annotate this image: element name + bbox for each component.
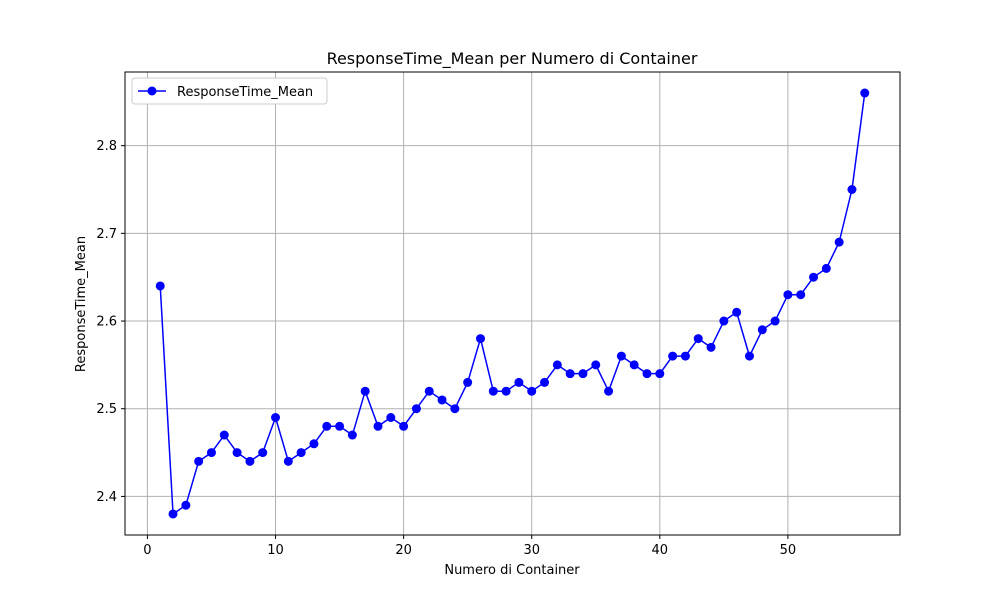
data-point (206, 448, 216, 458)
data-point (258, 448, 268, 458)
data-point (527, 386, 537, 396)
data-point (668, 351, 678, 361)
data-point (219, 430, 229, 440)
data-point (860, 88, 870, 98)
data-point (514, 377, 524, 387)
chart-title: ResponseTime_Mean per Numero di Containe… (327, 49, 698, 69)
data-point (655, 369, 665, 379)
x-tick-label: 50 (780, 543, 797, 558)
data-point (450, 404, 460, 414)
y-tick-label: 2.4 (96, 490, 117, 505)
data-point (309, 439, 319, 449)
data-point (552, 360, 562, 370)
data-point (181, 500, 191, 510)
data-point (847, 185, 857, 194)
data-point (373, 421, 383, 431)
data-point (271, 413, 281, 422)
y-tick-label: 2.5 (96, 402, 117, 417)
plot-frame (124, 71, 901, 536)
x-tick-label: 20 (395, 543, 412, 558)
grid-lines (125, 72, 900, 535)
data-point (322, 421, 332, 431)
data-point (693, 334, 703, 344)
y-tick-label: 2.8 (96, 139, 117, 154)
data-point (604, 386, 614, 396)
data-point (757, 325, 767, 335)
series-layer (155, 88, 870, 519)
data-point (296, 448, 306, 458)
data-point (168, 509, 178, 519)
data-point (360, 386, 370, 396)
data-point (335, 421, 345, 431)
data-point (770, 316, 780, 326)
legend-marker-swatch (147, 86, 157, 96)
data-point (565, 369, 575, 379)
x-tick-label: 40 (652, 543, 669, 558)
data-point (245, 456, 255, 466)
data-point (680, 351, 690, 361)
data-point (232, 448, 242, 458)
y-tick-label: 2.6 (96, 315, 117, 330)
series-line (159, 92, 866, 515)
x-axis: 0 10 20 30 40 50 (143, 535, 796, 558)
data-point (463, 377, 473, 387)
data-point (411, 404, 421, 414)
data-point (732, 307, 742, 317)
legend-box (131, 77, 328, 105)
data-point (616, 351, 626, 361)
data-point (629, 360, 639, 370)
x-tick-label: 10 (267, 543, 284, 558)
data-point (591, 360, 601, 370)
data-point (475, 334, 485, 344)
data-point (386, 413, 396, 422)
legend: ResponseTime_Mean (131, 77, 328, 105)
data-point (488, 386, 498, 396)
data-point (744, 351, 754, 361)
y-axis-label: ResponseTime_Mean (74, 236, 89, 372)
data-point (809, 272, 819, 282)
x-axis-label: Numero di Container (444, 563, 580, 578)
data-point (155, 281, 165, 291)
data-point (642, 369, 652, 379)
data-point (399, 421, 409, 431)
x-tick-label: 30 (523, 543, 540, 558)
data-point (783, 290, 793, 300)
data-point (821, 263, 831, 273)
data-point (424, 386, 434, 396)
data-point (347, 430, 357, 440)
data-point (834, 237, 844, 247)
data-point (578, 369, 588, 379)
y-axis: 2.4 2.5 2.6 2.7 2.8 (96, 139, 125, 505)
x-tick-label: 0 (143, 543, 151, 558)
data-point (796, 290, 806, 300)
data-point (540, 377, 550, 387)
data-point (194, 456, 204, 466)
data-point (437, 395, 447, 405)
data-point (719, 316, 729, 326)
y-tick-label: 2.7 (96, 227, 117, 242)
data-point (501, 386, 511, 396)
legend-label: ResponseTime_Mean (177, 85, 313, 100)
data-point (706, 342, 716, 352)
data-point (283, 456, 293, 466)
